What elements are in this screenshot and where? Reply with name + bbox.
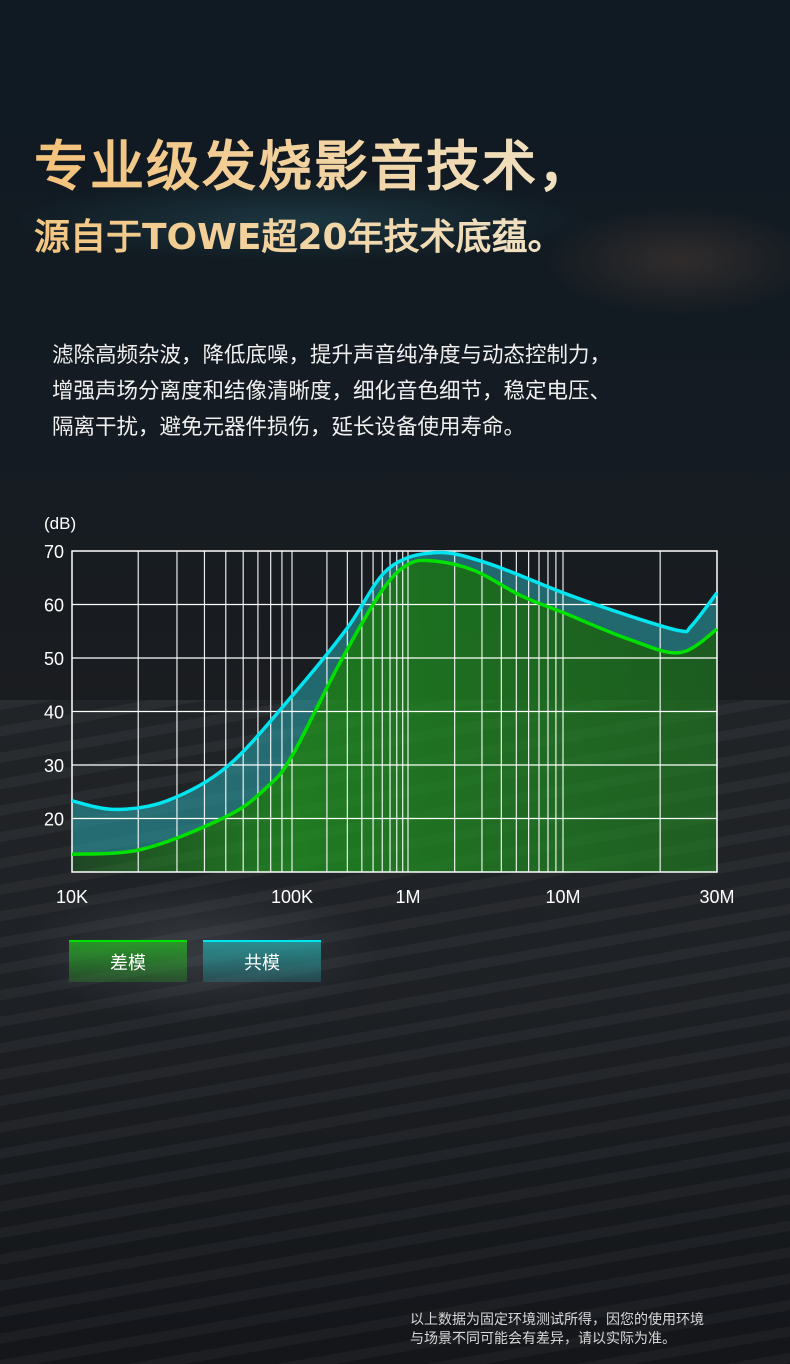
headline: 专业级发烧影音技术，: [34, 122, 594, 201]
common-band-area: [72, 552, 717, 855]
description-line: 增强声场分离度和结像清晰度，细化音色细节，稳定电压、: [52, 379, 612, 404]
footnote-line: 与场景不同可能会有差异，请以实际为准。: [410, 1331, 676, 1347]
description: 滤除高频杂波，降低底噪，提升声音纯净度与动态控制力， 增强声场分离度和结像清晰度…: [52, 338, 752, 446]
footnote-line: 以上数据为固定环境测试所得，因您的使用环境: [410, 1312, 704, 1328]
description-line: 滤除高频杂波，降低底噪，提升声音纯净度与动态控制力，: [52, 343, 612, 368]
y-tick-label: 70: [44, 542, 64, 562]
y-tick-label: 60: [44, 596, 64, 616]
x-tick-label: 30M: [699, 887, 734, 907]
legend-label: 差模: [110, 953, 146, 974]
legend-common: 共模: [203, 940, 321, 982]
y-tick-label: 20: [44, 810, 64, 830]
x-tick-label: 10M: [545, 887, 580, 907]
legend-label: 共模: [244, 953, 280, 974]
x-tick-label: 10K: [56, 887, 88, 907]
subheadline: 源自于TOWE超20年技术底蕴。: [34, 208, 564, 260]
y-axis-label: (dB): [44, 514, 76, 533]
common-mode-line: [71, 550, 719, 812]
description-line: 隔离干扰，避免元器件损伤，延长设备使用寿命。: [52, 415, 526, 440]
x-tick-label: 1M: [395, 887, 420, 907]
footnote: 以上数据为固定环境测试所得，因您的使用环境 与场景不同可能会有差异，请以实际为准…: [410, 1311, 704, 1349]
background-wave: [0, 110, 790, 330]
y-tick-label: 50: [44, 649, 64, 669]
y-tick-label: 30: [44, 756, 64, 776]
differential-mode-line: [71, 558, 719, 857]
legend-differential: 差模: [69, 940, 187, 982]
y-tick-label: 40: [44, 703, 64, 723]
x-tick-label: 100K: [271, 887, 313, 907]
attenuation-chart: 20 30 40 50 60 70 10K 100K 1M 10M 30M (dB): [44, 514, 735, 907]
